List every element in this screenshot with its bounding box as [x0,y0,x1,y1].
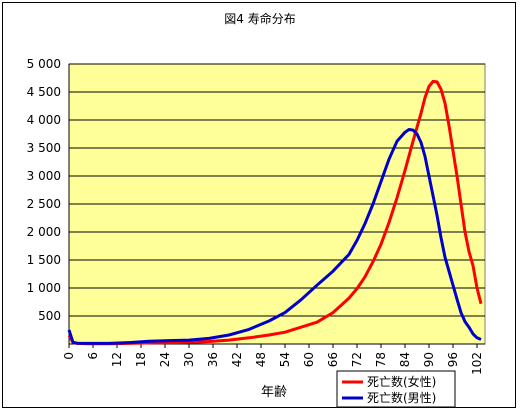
x-tick-label: 6 [86,352,100,360]
y-tick-label: 1 000 [27,281,61,295]
series-line-1 [67,79,483,346]
plot-area: 500 1 000 1 500 2 000 2 500 3 000 3 500 4 000 4 … [27,57,486,375]
legend-entry: 死亡数(男性) [367,390,436,405]
x-tick-label: 54 [278,352,292,367]
y-tick-label: 2 000 [27,225,61,239]
x-tick-label: 48 [254,352,268,367]
x-tick-label: 0 [62,352,76,360]
y-tick-label: 3 500 [27,141,61,155]
y-tick-label: 3 000 [27,169,61,183]
x-tick-label: 84 [398,352,412,367]
chart: 図4 寿命分布 500 1 000 1 500 2 000 2 500 3 000 3 50… [27,11,486,408]
x-tick-label: 66 [326,352,340,367]
x-tick-label: 24 [158,352,172,367]
x-tick-label: 30 [182,352,196,367]
x-tick-label: 42 [230,352,244,367]
x-tick-label: 72 [350,352,364,367]
x-tick-label: 60 [302,352,316,367]
legend-box [336,370,456,408]
y-tick-label: 5 000 [27,57,61,71]
legend: 死亡数(女性)死亡数(男性) [336,370,456,408]
chart-frame: 図4 寿命分布 500 1 000 1 500 2 000 2 500 3 000 3 50… [2,2,516,408]
x-tick-label: 90 [422,352,436,367]
x-tick-label: 18 [134,352,148,367]
y-tick-label: 4 000 [27,113,61,127]
legend-entry: 死亡数(女性) [367,374,436,389]
chart-title: 図4 寿命分布 [224,11,295,26]
x-tick-label: 36 [206,352,220,367]
y-tick-label: 2 500 [27,197,61,211]
x-tick-label: 12 [110,352,124,367]
y-tick-label: 500 [38,309,61,323]
x-axis-label: 年齢 [261,385,287,400]
x-tick-label: 102 [470,352,484,375]
y-tick-label: 1 500 [27,253,61,267]
x-tick-label: 96 [446,352,460,367]
x-tick-label: 78 [374,352,388,367]
series-line-2 [67,128,482,345]
y-tick-label: 4 500 [27,85,61,99]
